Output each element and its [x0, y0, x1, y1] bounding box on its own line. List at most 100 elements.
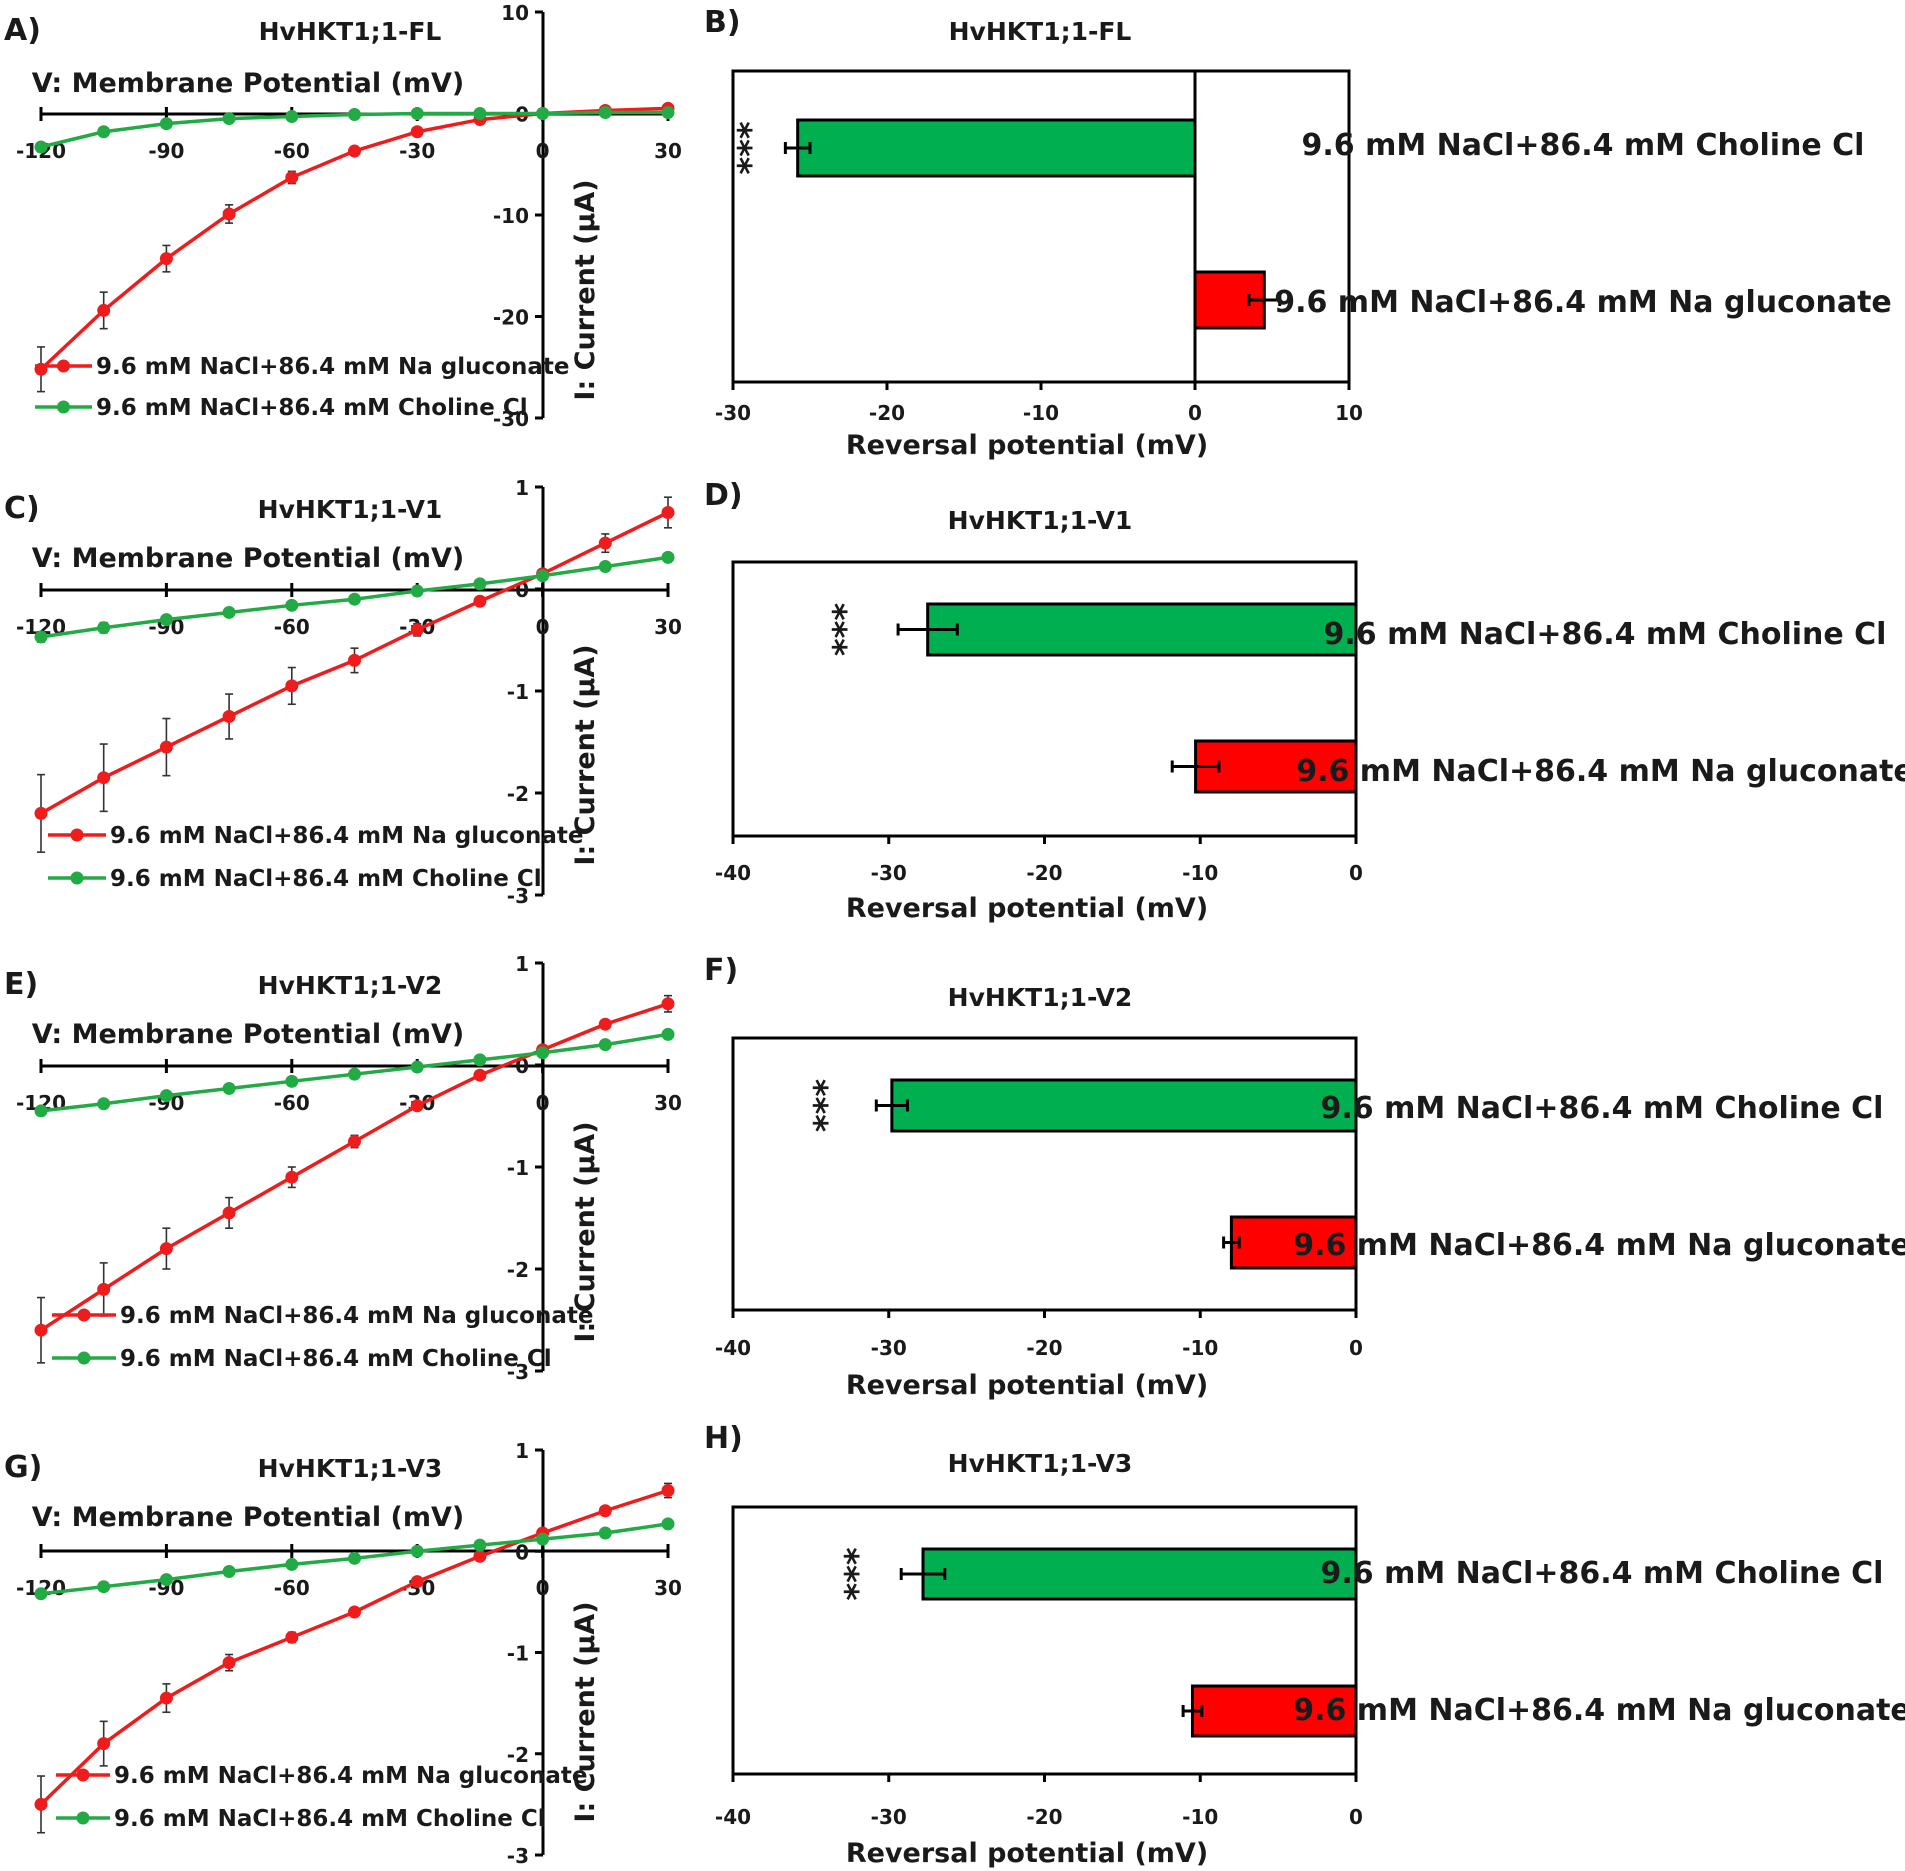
x-tick-label: 30: [654, 1091, 682, 1115]
y-tick-label: -1: [507, 680, 529, 704]
data-point: [159, 1691, 173, 1705]
y-tick-label: 1: [515, 1439, 529, 1463]
panel-label: B): [704, 5, 741, 40]
x-axis-label: Reversal potential (mV): [846, 893, 1208, 924]
data-point: [598, 1017, 612, 1031]
x-tick-label: -30: [871, 1336, 907, 1360]
x-tick-label: 30: [654, 1576, 682, 1600]
series-na-gluconate: 9.6 mM NaCl+86.4 mM Na gluconate: [34, 994, 675, 1364]
x-tick-label: 0: [1349, 1336, 1363, 1360]
data-point: [97, 1097, 111, 1111]
data-point: [473, 577, 487, 591]
data-point: [34, 1323, 48, 1337]
chart-title: HvHKT1;1-FL: [949, 17, 1132, 46]
x-tick-label: -10: [1182, 1336, 1218, 1360]
data-point: [661, 1027, 675, 1041]
data-point: [97, 621, 111, 635]
data-point: [473, 594, 487, 608]
chart-d: D) HvHKT1;1-V1 -40 -30 -20 -10 0 Reversal poten…: [704, 478, 1905, 924]
x-tick-label: -60: [274, 1576, 310, 1600]
data-point: [410, 125, 424, 139]
series-choline-cl: 9.6 mM NaCl+86.4 mM Choline Cl: [34, 105, 675, 421]
y-axis-label: I: Current (µA): [570, 644, 601, 865]
chart-title: HvHKT1;1-V2: [258, 971, 443, 1000]
y-tick-label: 10: [501, 1, 529, 25]
data-point: [97, 1580, 111, 1594]
category-label: 9.6 mM NaCl+86.4 mM Na gluconate: [1293, 1693, 1905, 1728]
legend-label: 9.6 mM NaCl+86.4 mM Choline Cl: [110, 866, 542, 892]
x-axis-label: Reversal potential (mV): [846, 1370, 1208, 1401]
data-point: [97, 1737, 111, 1751]
data-point: [34, 806, 48, 820]
panel-label: A): [4, 13, 41, 48]
x-tick-label: -10: [1023, 401, 1059, 425]
data-point: [348, 1551, 361, 1565]
legend-label: 9.6 mM NaCl+86.4 mM Na gluconate: [120, 1303, 593, 1329]
data-point: [222, 710, 236, 723]
chart-title: HvHKT1;1-FL: [259, 17, 442, 46]
plot-frame: [731, 69, 1351, 384]
data-point: [285, 1170, 299, 1184]
chart-b: B) HvHKT1;1-FL -30 -20 -10 0 10 Reversal potent…: [704, 5, 1892, 461]
significance-marker: ***: [731, 121, 771, 175]
panel-label: F): [704, 953, 738, 988]
x-tick-label: -30: [871, 1805, 907, 1829]
category-label: 9.6 mM NaCl+86.4 mM Na gluconate: [1274, 285, 1892, 320]
data-point: [410, 623, 424, 637]
data-point: [34, 1587, 48, 1601]
legend-marker: [57, 400, 70, 414]
y-tick-label: -2: [507, 1743, 529, 1767]
chart-title: HvHKT1;1-V3: [258, 1454, 443, 1483]
data-point: [285, 1630, 299, 1644]
data-point: [285, 679, 299, 693]
data-point: [598, 536, 612, 550]
data-point: [598, 1038, 612, 1052]
data-point: [285, 1074, 299, 1088]
x-axis-label: V: Membrane Potential (mV): [32, 1019, 465, 1050]
x-tick-label: 30: [654, 139, 682, 163]
y-tick-label: -2: [507, 782, 529, 806]
y-axis-label: I: Current (µA): [570, 1601, 601, 1822]
x-tick-label: 0: [1188, 401, 1202, 425]
data-point: [410, 1544, 424, 1558]
data-point: [348, 592, 361, 606]
x-tick-label: -10: [1182, 1805, 1218, 1829]
legend-marker: [76, 1811, 90, 1825]
x-tick-label: -10: [1182, 861, 1218, 885]
y-tick-label: -3: [507, 884, 529, 908]
x-tick-label: 10: [1335, 401, 1363, 425]
data-point: [598, 105, 612, 119]
data-point: [159, 613, 173, 627]
data-point: [222, 1206, 236, 1220]
data-point: [473, 107, 487, 120]
data-point: [348, 1605, 361, 1619]
series-choline-cl: 9.6 mM NaCl+86.4 mM Choline Cl: [34, 550, 675, 892]
x-tick-label: 0: [1349, 861, 1363, 885]
x-axis-label: Reversal potential (mV): [846, 430, 1208, 461]
data-point: [159, 1089, 173, 1103]
data-point: [661, 105, 675, 119]
y-tick-label: -1: [507, 1156, 529, 1180]
x-tick-label: -20: [1026, 861, 1062, 885]
data-point: [661, 1484, 675, 1497]
panel-label: E): [4, 967, 38, 1002]
data-point: [348, 653, 361, 667]
data-point: [473, 1053, 487, 1067]
y-tick-label: -20: [493, 306, 529, 330]
y-tick-label: -2: [507, 1258, 529, 1282]
legend-label: 9.6 mM NaCl+86.4 mM Na gluconate: [110, 823, 583, 849]
data-point: [536, 1046, 550, 1060]
series-na-gluconate: 9.6 mM NaCl+86.4 mM Na gluconate: [34, 496, 675, 853]
y-tick-label: -1: [507, 1642, 529, 1666]
x-axis-label: Reversal potential (mV): [846, 1838, 1208, 1869]
category-label: 9.6 mM NaCl+86.4 mM Na gluconate: [1296, 754, 1905, 789]
y-tick-label: 1: [515, 476, 529, 500]
chart-a: A) HvHKT1;1-FL V: Membrane Potential (mV) -…: [4, 1, 682, 431]
x-tick-label: -30: [399, 139, 435, 163]
x-tick-label: -60: [274, 139, 310, 163]
data-point: [410, 584, 424, 598]
x-tick-label: -20: [1026, 1805, 1062, 1829]
data-point: [34, 1104, 48, 1118]
data-point: [285, 1557, 299, 1571]
